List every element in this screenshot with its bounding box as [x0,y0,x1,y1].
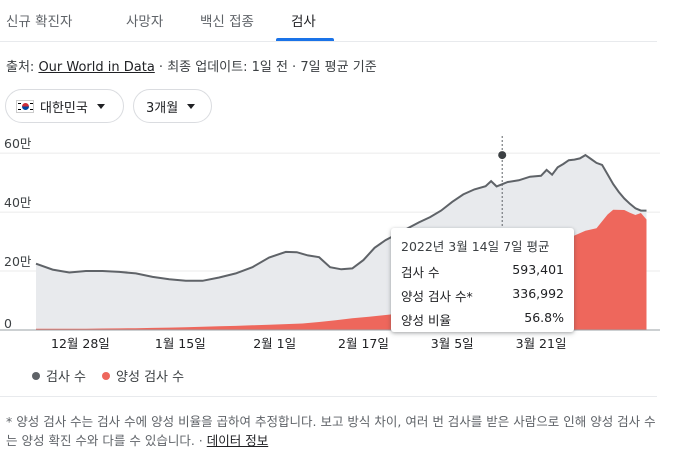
tab-new-cases[interactable]: 신규 확진자 [6,14,73,30]
chart-legend: 검사 수 양성 검사 수 [32,366,184,385]
footnote-separator: · [194,433,207,448]
tooltip-row-rate: 양성 비율 56.8% [401,310,564,329]
tests-line [35,153,647,282]
source-link[interactable]: Our World in Data [38,60,155,75]
active-tab-indicator [276,38,334,41]
tooltip-row-positive: 양성 검사 수* 336,992 [401,286,564,305]
tooltip-label: 검사 수 [401,265,440,280]
range-dropdown[interactable]: 3개월 [133,89,212,123]
range-label: 3개월 [146,100,179,116]
legend-tests: 검사 수 [46,370,87,385]
x-tick-label: 1월 15일 [155,336,206,351]
y-tick-label: 20만 [4,254,32,269]
tooltip-value: 56.8% [524,310,564,325]
country-dropdown[interactable]: 대한민국 [5,89,124,123]
country-label: 대한민국 [40,100,88,116]
chart-tooltip: 2022년 3월 14일 7일 평균 검사 수 593,401 양성 검사 수*… [391,228,574,332]
legend-dot-positive [102,371,111,380]
tooltip-value: 336,992 [512,286,564,301]
y-tick-label: 60만 [4,136,32,151]
x-tick-label: 12월 28일 [51,336,110,351]
footnote-text: * 양성 검사 수는 검사 수에 양성 비율을 곱하여 추정합니다. 보고 방식… [6,414,656,448]
source-prefix: 출처: [6,60,39,75]
legend-positive: 양성 검사 수 [116,370,185,385]
tab-vaccinations[interactable]: 백신 접종 [200,14,254,30]
tooltip-value: 593,401 [512,262,564,277]
tab-testing[interactable]: 검사 [291,14,316,30]
source-update: · 최종 업데이트: 1일 전 · 7일 평균 기준 [154,60,377,75]
footnote: * 양성 검사 수는 검사 수에 양성 비율을 곱하여 추정합니다. 보고 방식… [6,412,656,450]
y-tick-label: 0 [4,316,12,331]
tooltip-label: 양성 검사 수* [401,289,473,304]
tooltip-label: 양성 비율 [401,313,451,328]
tooltip-title: 2022년 3월 14일 7일 평균 [401,239,550,254]
x-tick-label: 3월 5일 [431,336,474,351]
divider [0,396,657,397]
y-tick-label: 40만 [4,195,32,210]
korea-flag-icon [16,99,34,113]
x-tick-label: 3월 21일 [516,336,567,351]
caret-down-icon [187,103,196,109]
x-tick-label: 2월 1일 [253,336,296,351]
caret-down-icon [96,103,105,109]
tab-bar: 신규 확진자 사망자 백신 접종 검사 [0,0,657,42]
data-info-link[interactable]: 데이터 정보 [206,433,269,448]
x-tick-label: 2월 17일 [338,336,389,351]
source-line: 출처: Our World in Data · 최종 업데이트: 1일 전 · … [6,56,377,75]
legend-dot-tests [32,371,40,380]
tooltip-row-tests: 검사 수 593,401 [401,262,564,281]
hover-point [498,151,507,160]
tab-deaths[interactable]: 사망자 [126,14,164,30]
